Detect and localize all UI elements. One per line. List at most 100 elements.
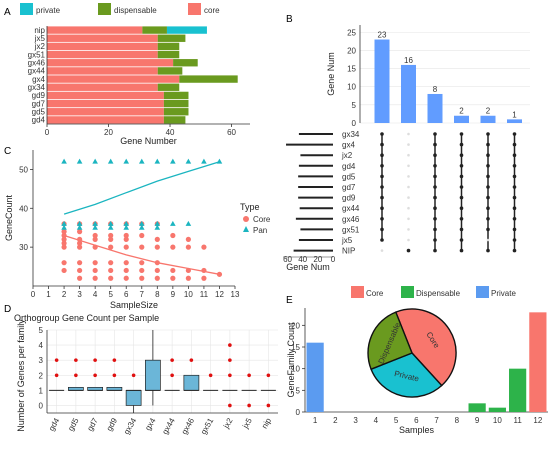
set-label-gd7: gd7 xyxy=(342,183,356,192)
membership-dot-1-NIP xyxy=(380,249,384,252)
chart-title: Orthogroup Gene Count per Sample xyxy=(14,313,159,323)
y-tick-label-0: 0 xyxy=(352,119,357,128)
x-tick-label-6: 6 xyxy=(414,416,419,425)
pan-point-16 xyxy=(123,220,130,226)
membership-dot-1-gd4 xyxy=(380,164,384,168)
y-axis-title: Gene Num xyxy=(326,52,336,96)
x-tick-label-0: 0 xyxy=(31,290,36,299)
bar-private-nip xyxy=(166,26,207,34)
x-category-label-gx44: gx44 xyxy=(160,416,177,436)
y-axis-title: Number of Genes per family xyxy=(16,319,26,432)
membership-dot-1-gd7 xyxy=(380,185,384,189)
bar-sample-12 xyxy=(529,312,547,412)
pan-point-1 xyxy=(61,158,67,164)
intersection-bar-4 xyxy=(454,115,469,123)
membership-dot-6-gd7 xyxy=(512,185,517,189)
outlier-point-11 xyxy=(170,373,174,378)
bar-core-gd4 xyxy=(47,116,164,124)
bar-core-gx51 xyxy=(47,50,158,59)
panel-letter-b: B xyxy=(286,14,293,25)
x-tick-label-13: 13 xyxy=(231,290,240,299)
x-tick-label-12: 12 xyxy=(215,290,224,299)
pan-point-6 xyxy=(138,158,145,164)
membership-dot-4-gx44 xyxy=(459,206,464,210)
membership-dot-4-gd5 xyxy=(459,174,464,179)
set-label-gx51: gx51 xyxy=(342,225,360,234)
core-point-42 xyxy=(139,267,145,274)
membership-dot-3-gx46 xyxy=(433,217,437,221)
legend-swatch-dispensable xyxy=(401,286,414,298)
outlier-point-13 xyxy=(208,373,213,378)
y-tick-label-10: 10 xyxy=(347,83,356,92)
core-point-23 xyxy=(92,275,98,281)
membership-dot-1-jx5 xyxy=(380,238,384,242)
panel-c-accumulation-curve: 0 1 2 3 4 5 6 7 8 9 10 11 12 13304050SampleSizeGeneCo… xyxy=(4,150,271,310)
membership-dot-3-jx5 xyxy=(433,238,437,242)
membership-dot-4-gd7 xyxy=(459,185,464,189)
x-tick-label-10: 10 xyxy=(184,290,193,299)
pan-point-8 xyxy=(170,158,176,164)
core-point-8 xyxy=(61,267,67,274)
x-tick-label-5: 5 xyxy=(394,416,399,425)
x-tick-label-1: 1 xyxy=(46,290,51,299)
core-point-4 xyxy=(61,236,67,242)
membership-dot-2-gx34 xyxy=(407,132,410,136)
set-label-gx34: gx34 xyxy=(342,130,360,139)
core-point-16 xyxy=(77,275,83,281)
pan-point-17 xyxy=(138,220,145,226)
category-label-jx5: jx5 xyxy=(34,34,46,43)
y-tick-label-15: 15 xyxy=(347,65,356,74)
y-tick-label-0: 0 xyxy=(296,408,301,417)
membership-dot-1-gx44 xyxy=(380,206,384,210)
membership-dot-5-jx2 xyxy=(486,153,490,157)
category-label-gd5: gd5 xyxy=(32,107,46,116)
y-tick-label-20: 20 xyxy=(291,321,300,330)
category-label-gx34: gx34 xyxy=(28,83,46,92)
panel-a-stacked-bar-chart: private dispensable corenipjx5jx2gx51gx46g… xyxy=(20,3,250,146)
membership-dot-5-gx46 xyxy=(486,217,490,221)
x-tick-label-7: 7 xyxy=(434,416,439,425)
outlier-point-19 xyxy=(247,403,251,408)
y-tick-label-5: 5 xyxy=(352,101,357,110)
panel-letter-d: D xyxy=(4,304,11,315)
x-axis-title: Gene Number xyxy=(120,136,177,146)
core-point-41 xyxy=(139,260,145,266)
core-point-14 xyxy=(77,260,83,266)
membership-dot-1-gx46 xyxy=(380,217,384,221)
y-tick-label-5: 5 xyxy=(296,386,301,395)
core-point-54 xyxy=(185,236,191,242)
y-tick-label-5: 5 xyxy=(39,326,44,335)
panel-letter-c: C xyxy=(4,146,11,157)
pan-point-2 xyxy=(76,158,83,164)
core-point-12 xyxy=(77,240,83,246)
intersection-bar-1 xyxy=(374,39,390,123)
pan-point-15 xyxy=(107,220,114,226)
core-point-22 xyxy=(92,267,98,274)
core-point-36 xyxy=(123,267,129,274)
membership-dot-3-gx51 xyxy=(433,227,437,232)
category-label-gx51: gx51 xyxy=(28,50,46,59)
membership-dot-6-gx4 xyxy=(512,142,517,147)
legend-swatch-core xyxy=(351,286,364,298)
membership-dot-6-gd9 xyxy=(512,195,517,200)
pan-point-12 xyxy=(61,220,67,226)
membership-dot-6-gx51 xyxy=(512,227,517,232)
membership-dot-6-gx44 xyxy=(512,206,517,210)
legend-swatch-dispensable xyxy=(98,3,111,15)
bar-core-jx2 xyxy=(47,42,158,51)
bar-dispensable-gx51 xyxy=(157,50,180,59)
panel-letter-a: A xyxy=(4,7,11,18)
intersection-bar-5 xyxy=(480,115,496,123)
x-tick-label-6: 6 xyxy=(124,290,129,299)
pan-point-26 xyxy=(138,224,145,230)
membership-dot-6-jx2 xyxy=(512,153,517,157)
core-point-53 xyxy=(170,275,176,281)
core-point-25 xyxy=(108,232,114,239)
bar-sample-10 xyxy=(488,407,506,412)
pan-point-24 xyxy=(107,224,114,230)
pan-point-4 xyxy=(107,158,114,164)
outlier-point-4 xyxy=(74,373,78,378)
membership-dot-2-jx5 xyxy=(407,238,410,242)
membership-dot-2-gx44 xyxy=(407,206,410,210)
